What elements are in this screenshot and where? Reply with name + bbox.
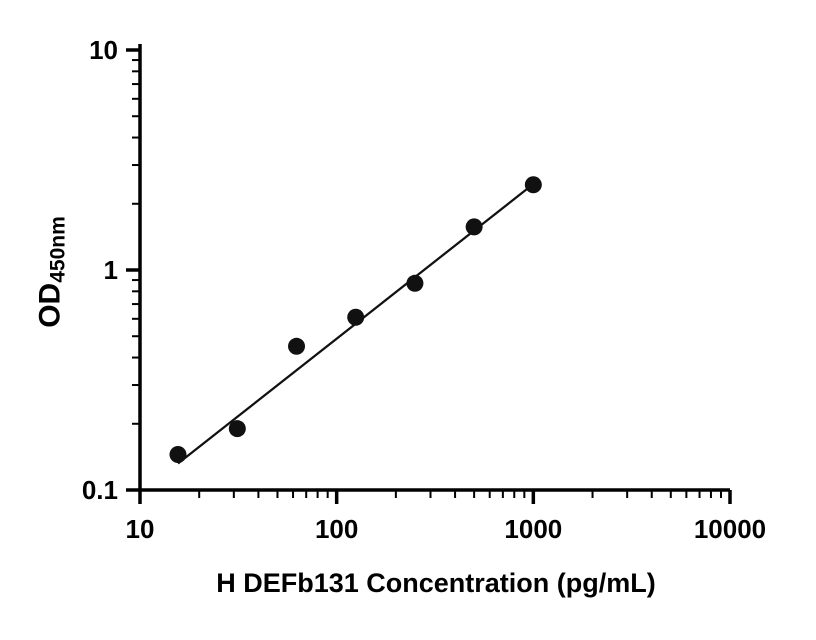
data-point-5 [406,274,424,292]
x-tick-label: 100 [315,514,358,544]
data-point-4 [347,308,365,326]
data-point-6 [465,218,483,236]
y-tick-label: 1 [104,255,118,285]
x-axis-title: H DEFb131 Concentration (pg/mL) [216,568,656,598]
y-tick-label: 10 [89,35,118,65]
x-tick-label: 10 [126,514,155,544]
x-tick-label: 10000 [694,514,766,544]
data-point-3 [288,337,306,355]
y-axis-title: OD450nm [34,216,71,328]
data-point-2 [228,420,246,438]
y-tick-label: 0.1 [82,475,118,505]
y-axis-title-main: OD [33,282,67,328]
data-point-1 [169,445,187,463]
data-point-7 [524,176,542,194]
y-axis-title-subscript: 450nm [46,216,70,283]
x-tick-label: 1000 [504,514,562,544]
